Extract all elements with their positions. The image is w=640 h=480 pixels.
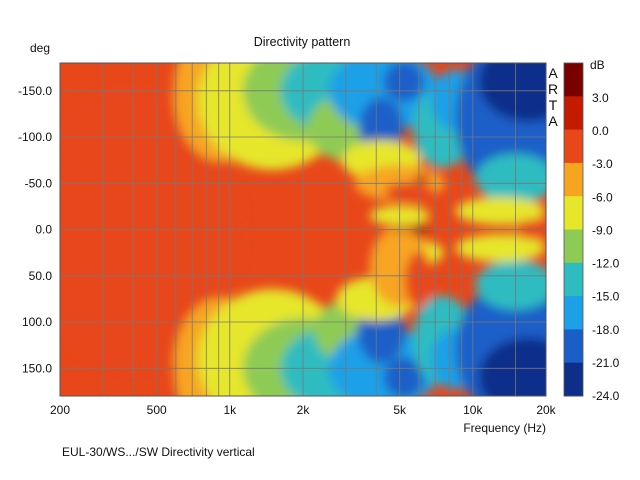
colorbar-swatch (564, 229, 583, 264)
heatmap-contours (60, 63, 546, 396)
y-tick-label: 50.0 (29, 269, 53, 283)
colorbar-swatch (564, 329, 583, 364)
contour-blob-26 (478, 337, 546, 396)
watermark-letter: A (548, 113, 558, 129)
colorbar-level-label: -24.0 (592, 389, 620, 403)
watermark-letter: T (549, 97, 558, 113)
y-tick-label: -50.0 (25, 176, 53, 190)
y-axis-label: deg (30, 41, 50, 55)
contour-blob-27 (475, 153, 546, 204)
colorbar-swatch (564, 262, 583, 297)
y-tick-label: 0.0 (35, 223, 52, 237)
colorbar-level-label: -9.0 (592, 223, 613, 237)
contour-blob-35 (384, 182, 435, 203)
contour-blob-28 (475, 260, 546, 310)
y-tick-labels: -150.0 -100.0 -50.0 0.0 50.0 100.0 150.0 (18, 84, 53, 375)
watermark-letter: R (548, 81, 558, 97)
contour-blob-29 (455, 197, 546, 225)
contour-blob-16 (383, 357, 424, 396)
x-tick-label: 1k (223, 403, 237, 417)
x-tick-label: 2k (297, 403, 311, 417)
y-tick-label: -150.0 (18, 84, 52, 98)
plot-grid (59, 63, 547, 396)
colorbar-level-label: -21.0 (592, 356, 620, 370)
heatmap-plot-area (60, 63, 546, 396)
x-tick-labels: 200 500 1k 2k 5k 10k 20k (50, 403, 557, 417)
x-axis-label: Frequency (Hz) (463, 421, 546, 435)
x-tick-label: 200 (50, 403, 70, 417)
watermark-letter: A (548, 65, 558, 81)
colorbar-level-label: -15.0 (592, 290, 620, 304)
chart-caption: EUL-30/WS.../SW Directivity vertical (62, 445, 255, 459)
y-tick-label: -100.0 (18, 130, 52, 144)
contour-blob-30 (455, 234, 546, 262)
contour-blob-25 (478, 63, 546, 122)
colorbar-swatch (564, 162, 583, 197)
colorbar-level-label: 0.0 (592, 124, 609, 138)
colorbar-unit-label: dB (590, 58, 605, 72)
colorbar-swatch (564, 96, 583, 131)
x-tick-label: 20k (536, 403, 556, 417)
colorbar-level-label: -6.0 (592, 190, 613, 204)
colorbar-frame (563, 62, 584, 397)
contour-blob-37 (414, 174, 431, 183)
colorbar-swatch (564, 63, 583, 97)
colorbar-swatch (564, 196, 583, 230)
colorbar-level-label: -3.0 (592, 157, 613, 171)
chart-title: Directivity pattern (254, 35, 351, 49)
x-tick-label: 500 (147, 403, 167, 417)
contour-blob-15 (383, 63, 424, 102)
y-tick-label: 100.0 (22, 315, 52, 329)
y-tick-label: 150.0 (22, 361, 52, 375)
colorbar-swatch (564, 362, 583, 397)
x-tick-label: 10k (463, 403, 483, 417)
colorbar-level-label: -18.0 (592, 323, 620, 337)
colorbar: 3.0 0.0 -3.0 -6.0 -9.0 -12.0 -15.0 -18.0 -21.0 -2… (563, 62, 620, 403)
colorbar-level-label: 3.0 (592, 91, 609, 105)
colorbar-swatch (564, 296, 583, 330)
x-tick-label: 5k (393, 403, 407, 417)
plot-frame (59, 62, 547, 397)
colorbar-level-label: -12.0 (592, 257, 620, 271)
colorbar-swatch (564, 129, 583, 164)
